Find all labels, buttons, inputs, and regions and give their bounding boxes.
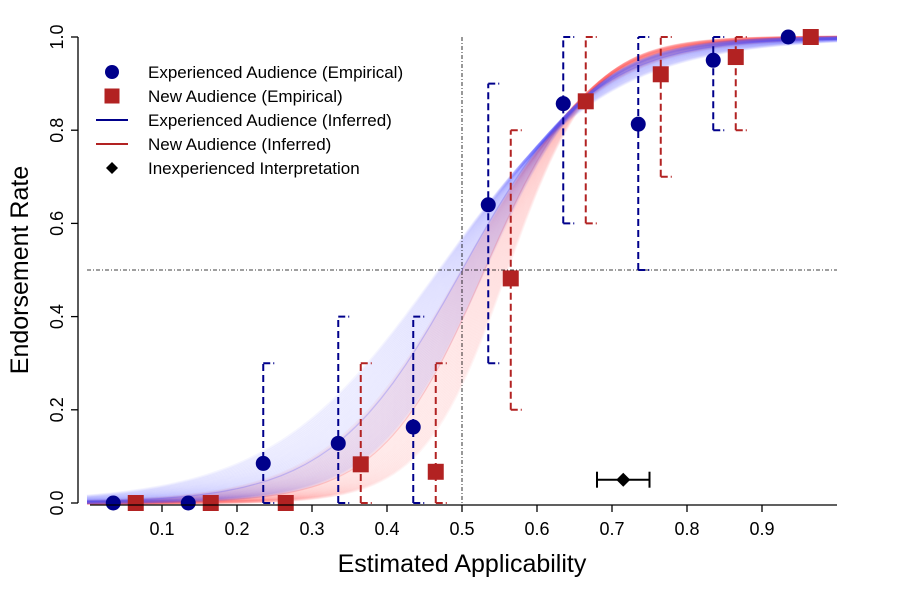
- diamond-marker: [616, 472, 631, 487]
- x-tick-label: 0.5: [449, 519, 474, 539]
- inferred-curve-sample: [86, 38, 838, 501]
- experienced-error-bar: [412, 315, 425, 504]
- new-point: [202, 495, 219, 511]
- legend-label: New Audience (Empirical): [148, 87, 343, 106]
- experienced-point: [705, 52, 721, 68]
- experienced-error-bar: [487, 82, 500, 365]
- experienced-point: [255, 455, 271, 471]
- x-tick-label: 0.7: [599, 519, 624, 539]
- reference-lines: [87, 37, 837, 503]
- inexperienced-interpretation: [596, 471, 651, 488]
- legend-label: Experienced Audience (Empirical): [148, 63, 403, 82]
- legend-item: Inexperienced Interpretation: [106, 159, 360, 178]
- y-tick-label: 0.8: [47, 118, 67, 143]
- x-tick-label: 0.2: [224, 519, 249, 539]
- new-error-bar: [584, 36, 597, 225]
- y-tick-label: 0.6: [47, 211, 67, 236]
- experienced-point: [780, 29, 796, 45]
- inferred-curve-sample: [86, 37, 838, 502]
- experienced-error-bar: [262, 362, 275, 504]
- x-tick-label: 0.4: [374, 519, 399, 539]
- new-point: [577, 93, 594, 110]
- x-tick-label: 0.3: [299, 519, 324, 539]
- experienced-point: [630, 116, 646, 132]
- legend-item: New Audience (Inferred): [96, 135, 331, 154]
- new-point: [427, 463, 444, 480]
- experienced-point: [180, 495, 196, 511]
- new-point: [727, 49, 744, 66]
- data-markers: [105, 29, 819, 511]
- new-point: [652, 66, 669, 83]
- experienced-point: [480, 197, 496, 213]
- axes: 0.1 0.2 0.3 0.4 0.5 0.6 0.7 0.8 0.9 0.0 0.2 0.4 0.6 0…: [47, 24, 837, 539]
- experienced-point: [330, 435, 346, 451]
- legend-diamond-icon: [106, 162, 118, 174]
- new-point: [352, 456, 369, 473]
- new-point: [802, 29, 819, 45]
- x-axis-title: Estimated Applicability: [338, 550, 587, 578]
- y-tick-label: 0.0: [47, 490, 67, 515]
- inferred-curve-sample: [86, 36, 838, 504]
- experienced-error-bar: [637, 36, 650, 271]
- y-tick-label: 0.4: [47, 304, 67, 329]
- legend-circle-icon: [105, 65, 119, 79]
- legend-item: Experienced Audience (Inferred): [96, 111, 392, 130]
- new-point: [502, 270, 519, 287]
- y-tick-label: 1.0: [47, 24, 67, 49]
- y-axis-title: Endorsement Rate: [6, 166, 34, 374]
- legend-label: Experienced Audience (Inferred): [148, 111, 392, 130]
- new-error-bar: [509, 129, 522, 411]
- x-tick-label: 0.9: [749, 519, 774, 539]
- inferred-curve-sample: [86, 37, 838, 503]
- new-point: [127, 495, 144, 511]
- legend: Experienced Audience (Empirical) New Audi…: [96, 63, 403, 178]
- inferred-curve-sample: [86, 38, 838, 500]
- experienced-error-bar: [712, 36, 725, 132]
- x-tick-label: 0.1: [149, 519, 174, 539]
- x-tick-label: 0.6: [524, 519, 549, 539]
- new-error-bar: [359, 362, 372, 504]
- experienced-point: [405, 419, 421, 435]
- inferred-curve-sample: [86, 38, 838, 501]
- experienced-error-bar: [337, 315, 350, 504]
- inferred-curve-sample: [86, 37, 838, 503]
- y-tick-label: 0.2: [47, 397, 67, 422]
- new-error-bar: [659, 36, 672, 178]
- legend-label: Inexperienced Interpretation: [148, 159, 360, 178]
- inferred-curve-sample: [86, 37, 838, 502]
- x-tick-label: 0.8: [674, 519, 699, 539]
- experienced-point: [105, 495, 121, 511]
- experienced-point: [555, 96, 571, 112]
- legend-item: Experienced Audience (Empirical): [105, 63, 403, 82]
- new-point: [277, 495, 294, 511]
- inferred-curve-sample: [86, 36, 838, 504]
- legend-label: New Audience (Inferred): [148, 135, 331, 154]
- experienced-error-bar: [562, 36, 575, 225]
- legend-item: New Audience (Empirical): [104, 87, 343, 106]
- legend-square-icon: [104, 88, 120, 104]
